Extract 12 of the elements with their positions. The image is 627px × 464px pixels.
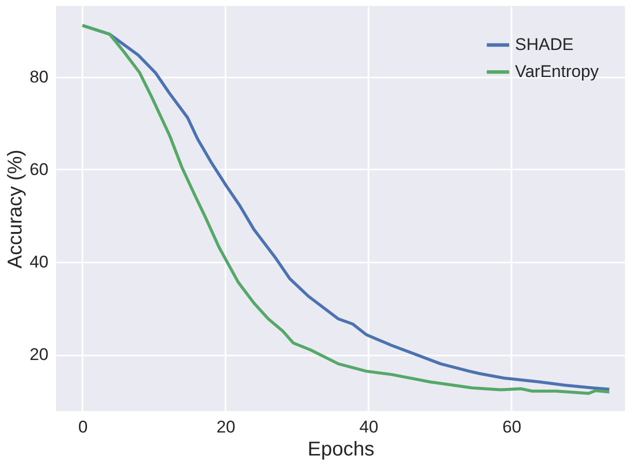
x-axis-title: Epochs bbox=[308, 438, 374, 460]
y-axis-title: Accuracy (%) bbox=[4, 150, 27, 268]
legend-label: SHADE bbox=[515, 35, 574, 54]
x-tick-label: 60 bbox=[502, 418, 522, 436]
y-tick-label: 60 bbox=[30, 160, 48, 179]
y-tick-label: 20 bbox=[30, 345, 48, 364]
x-tick-label: 40 bbox=[359, 418, 378, 436]
y-tick-label: 80 bbox=[30, 67, 48, 86]
y-tick-label: 40 bbox=[30, 252, 48, 272]
x-tick-label: 20 bbox=[216, 418, 236, 436]
x-tick-label: 0 bbox=[78, 418, 88, 436]
legend-label: VarEntropy bbox=[515, 62, 600, 81]
